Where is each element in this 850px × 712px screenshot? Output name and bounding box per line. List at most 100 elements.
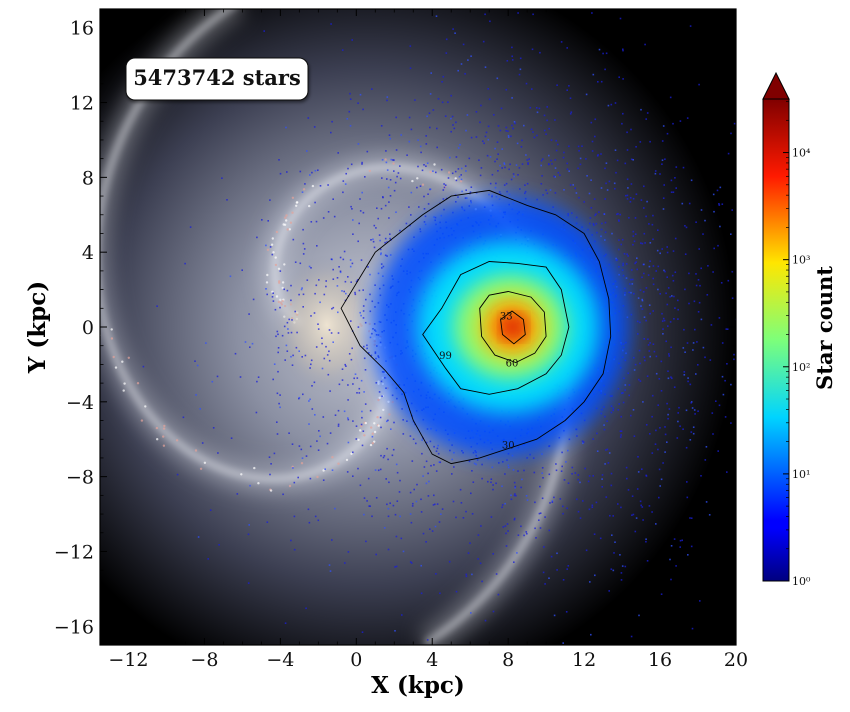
star-point <box>276 330 279 333</box>
star-point <box>437 444 439 447</box>
star-point <box>362 430 365 432</box>
star-point <box>451 458 453 461</box>
star-point <box>301 287 303 289</box>
star-point <box>657 265 660 268</box>
star-point <box>667 325 669 327</box>
star-point <box>444 184 447 186</box>
star-point <box>540 164 542 167</box>
star-point <box>577 145 580 148</box>
star-point <box>574 472 577 474</box>
star-point <box>369 336 372 339</box>
arm-speckle <box>454 177 457 180</box>
star-point <box>378 391 381 393</box>
star-point <box>291 443 294 445</box>
star-point <box>700 267 702 270</box>
star-point <box>626 178 629 181</box>
star-point <box>534 527 536 530</box>
star-point <box>662 462 664 464</box>
star-point <box>499 193 502 195</box>
star-point <box>641 242 644 245</box>
star-point <box>494 186 497 189</box>
star-point <box>455 179 458 182</box>
spiral-arm-core <box>272 164 570 645</box>
y-tick-label: −16 <box>54 616 94 638</box>
star-point <box>479 121 481 124</box>
star-point <box>469 191 472 193</box>
star-point <box>267 220 269 222</box>
star-point <box>677 308 679 311</box>
arm-speckle <box>364 421 367 425</box>
star-point <box>506 60 509 62</box>
star-point <box>479 562 482 565</box>
star-point <box>308 521 311 524</box>
star-point <box>535 107 538 109</box>
star-point <box>604 198 606 200</box>
arm-speckle <box>377 424 380 427</box>
arm-speckle <box>433 163 436 166</box>
arm-speckle <box>112 355 115 359</box>
star-point <box>460 178 463 181</box>
star-point <box>364 369 367 371</box>
star-point <box>520 486 522 489</box>
star-point <box>300 288 303 291</box>
star-point <box>352 451 354 454</box>
star-point <box>363 345 365 348</box>
star-point <box>336 285 339 287</box>
arm-speckle <box>382 408 385 412</box>
star-point <box>382 265 385 268</box>
star-point <box>305 607 307 610</box>
star-point <box>427 203 430 205</box>
star-point <box>247 582 250 584</box>
star-point <box>592 223 595 225</box>
star-point <box>730 422 732 424</box>
star-point <box>337 332 340 334</box>
star-point <box>211 380 214 383</box>
star-point <box>682 166 685 169</box>
star-point <box>604 167 606 170</box>
star-point <box>721 203 724 205</box>
star-point <box>496 77 499 80</box>
star-point <box>568 438 571 441</box>
star-point <box>384 204 387 207</box>
star-point <box>590 179 592 181</box>
star-point <box>597 81 599 83</box>
arm-speckle <box>265 281 269 284</box>
arm-speckle <box>156 438 159 441</box>
star-point <box>459 143 461 146</box>
star-point <box>677 318 679 320</box>
star-point <box>504 473 506 475</box>
star-point <box>577 478 579 481</box>
star-point <box>439 592 441 595</box>
star-point <box>684 351 686 353</box>
star-point <box>492 610 495 613</box>
star-point <box>721 342 724 344</box>
arm-speckle <box>253 466 256 470</box>
star-point <box>526 499 529 501</box>
star-point <box>730 383 732 386</box>
star-point <box>615 171 617 174</box>
star-point <box>536 198 538 201</box>
star-point <box>604 231 607 234</box>
star-point <box>598 211 600 213</box>
star-point <box>384 241 386 244</box>
star-point <box>380 380 383 383</box>
star-point <box>310 363 312 366</box>
star-point <box>386 420 388 423</box>
star-point <box>471 470 473 472</box>
star-point <box>322 479 325 481</box>
star-point <box>453 127 456 130</box>
star-point <box>402 419 404 421</box>
star-point <box>197 536 200 538</box>
star-point <box>323 293 326 296</box>
star-point <box>295 346 298 349</box>
star-point <box>412 438 415 440</box>
contour-label-60: 60 <box>506 358 519 369</box>
star-point <box>665 292 667 295</box>
star-point <box>621 269 624 271</box>
star-point <box>694 328 696 331</box>
star-point <box>314 292 316 295</box>
star-point <box>333 215 336 218</box>
star-point <box>435 450 438 452</box>
star-point <box>622 401 625 404</box>
